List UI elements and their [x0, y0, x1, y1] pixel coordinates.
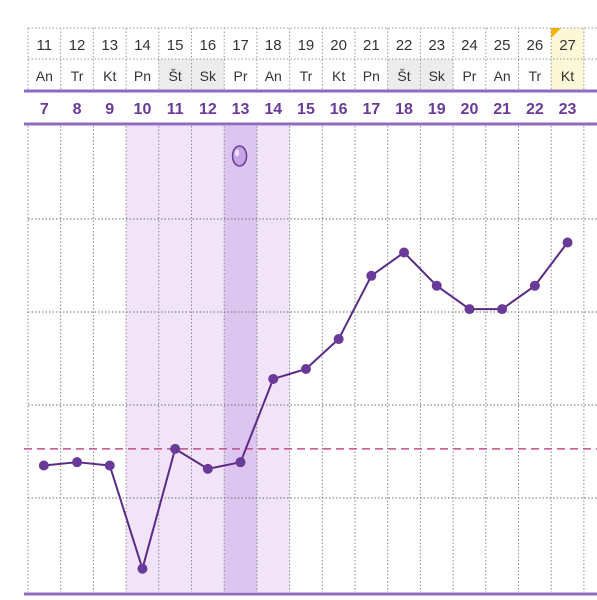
- temperature-point[interactable]: [202, 463, 213, 474]
- weekday-cell[interactable]: Sk: [200, 68, 217, 84]
- weekend-cell-bg: [191, 59, 225, 90]
- temperature-point[interactable]: [562, 237, 573, 248]
- date-cell[interactable]: 12: [69, 37, 86, 54]
- temperature-point[interactable]: [366, 270, 377, 281]
- temperature-point[interactable]: [431, 280, 442, 291]
- date-cell[interactable]: 16: [200, 37, 217, 54]
- temperature-point[interactable]: [38, 460, 49, 471]
- cycle-day-cell[interactable]: 22: [526, 101, 544, 118]
- date-cell[interactable]: 15: [167, 37, 184, 54]
- temperature-point[interactable]: [399, 247, 410, 258]
- temperature-point[interactable]: [268, 373, 279, 384]
- temperature-point[interactable]: [235, 457, 246, 468]
- date-cell[interactable]: 11: [37, 37, 53, 54]
- date-cell[interactable]: 22: [396, 37, 413, 54]
- temperature-point[interactable]: [170, 443, 181, 454]
- cycle-day-cell[interactable]: 14: [264, 101, 282, 118]
- weekday-cell[interactable]: Kt: [103, 68, 116, 84]
- cycle-day-cell[interactable]: 7: [40, 101, 49, 118]
- date-cell[interactable]: 24: [461, 37, 478, 54]
- weekday-cell[interactable]: Pn: [363, 68, 380, 84]
- date-cell[interactable]: 26: [527, 37, 544, 54]
- cycle-day-cell[interactable]: 21: [493, 101, 511, 118]
- date-cell[interactable]: 25: [494, 37, 511, 54]
- temperature-point[interactable]: [104, 460, 115, 471]
- date-cell[interactable]: 17: [232, 37, 249, 54]
- cycle-day-cell[interactable]: 16: [330, 101, 348, 118]
- temperature-point[interactable]: [300, 363, 311, 374]
- date-cell[interactable]: 20: [330, 37, 347, 54]
- date-cell[interactable]: 27: [559, 37, 576, 54]
- date-cell[interactable]: 21: [363, 37, 380, 54]
- today-corner-marker: [551, 28, 562, 38]
- date-cell[interactable]: 14: [134, 37, 151, 54]
- cycle-day-cell[interactable]: 12: [199, 101, 217, 118]
- temperature-point[interactable]: [497, 304, 508, 315]
- egg-icon: [231, 145, 248, 167]
- temperature-point[interactable]: [72, 457, 83, 468]
- cycle-day-cell[interactable]: 15: [297, 101, 315, 118]
- weekday-cell[interactable]: Tr: [71, 68, 84, 84]
- cycle-day-cell[interactable]: 9: [105, 101, 114, 118]
- cycle-day-cell[interactable]: 13: [232, 101, 250, 118]
- weekend-cell-bg: [387, 59, 421, 90]
- temperature-point[interactable]: [333, 334, 344, 345]
- temperature-line: [43, 241, 569, 570]
- cycle-day-cell[interactable]: 20: [461, 101, 479, 118]
- temperature-point[interactable]: [464, 304, 475, 315]
- weekday-cell[interactable]: Kt: [332, 68, 345, 84]
- weekday-cell[interactable]: Pr: [234, 68, 248, 84]
- cycle-day-cell[interactable]: 23: [559, 101, 577, 118]
- cycle-day-cell[interactable]: 17: [362, 101, 380, 118]
- weekday-cell[interactable]: An: [265, 68, 282, 84]
- weekday-cell[interactable]: Št: [169, 68, 182, 84]
- weekday-cell[interactable]: Sk: [429, 68, 446, 84]
- weekend-cell-bg: [420, 59, 454, 90]
- cycle-day-cell[interactable]: 8: [73, 101, 82, 118]
- date-cell[interactable]: 13: [101, 37, 118, 54]
- weekend-cell-bg: [158, 59, 192, 90]
- cycle-day-cell[interactable]: 11: [167, 101, 184, 118]
- weekday-cell[interactable]: An: [36, 68, 53, 84]
- weekday-cell[interactable]: Pr: [462, 68, 476, 84]
- temperature-point[interactable]: [529, 280, 540, 291]
- cycle-day-cell[interactable]: 18: [395, 101, 413, 118]
- weekday-cell[interactable]: Št: [397, 68, 410, 84]
- fertile-window-band: [126, 126, 290, 592]
- cycle-day-cell[interactable]: 10: [134, 101, 152, 118]
- weekday-cell[interactable]: Pn: [134, 68, 151, 84]
- date-cell[interactable]: 18: [265, 37, 282, 54]
- weekday-cell[interactable]: An: [494, 68, 511, 84]
- weekday-cell[interactable]: Kt: [561, 68, 574, 84]
- weekday-cell[interactable]: Tr: [300, 68, 313, 84]
- egg-icon-highlight: [235, 149, 240, 157]
- date-cell[interactable]: 23: [428, 37, 445, 54]
- ovulation-day-band: [224, 126, 257, 592]
- cycle-day-cell[interactable]: 19: [428, 101, 446, 118]
- temperature-point[interactable]: [137, 563, 148, 574]
- date-cell[interactable]: 19: [298, 37, 315, 54]
- weekday-cell[interactable]: Tr: [528, 68, 541, 84]
